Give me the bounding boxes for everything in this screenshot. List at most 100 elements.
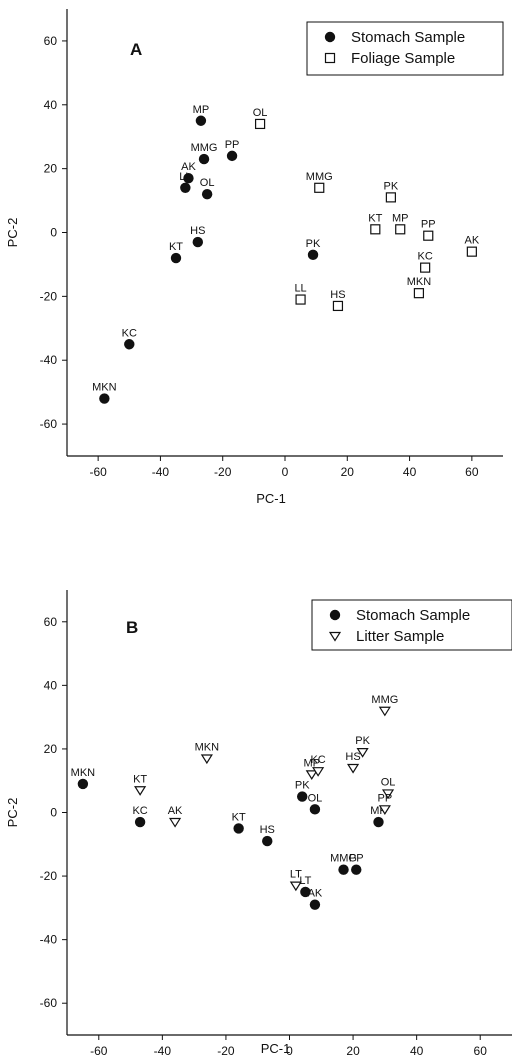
x-tick-label: 40 bbox=[410, 1044, 424, 1058]
y-tick-label: 0 bbox=[50, 226, 57, 240]
legend-marker bbox=[324, 52, 336, 64]
point-label: PP bbox=[349, 853, 364, 865]
y-tick-label: -20 bbox=[40, 289, 58, 303]
legend-box bbox=[311, 599, 512, 651]
legend-marker bbox=[329, 609, 341, 621]
point-label: HS bbox=[330, 289, 345, 301]
legend-label: Foliage Sample bbox=[351, 50, 455, 67]
point-label: OL bbox=[200, 177, 215, 189]
point-label: PK bbox=[295, 780, 310, 792]
data-point bbox=[297, 791, 308, 802]
x-tick-label: 20 bbox=[341, 465, 355, 479]
x-tick-label: -20 bbox=[214, 465, 232, 479]
data-point bbox=[370, 224, 381, 235]
x-tick-label: -40 bbox=[154, 1044, 172, 1058]
point-label: MKN bbox=[195, 741, 220, 753]
data-point bbox=[170, 252, 182, 264]
data-point bbox=[312, 767, 325, 777]
data-point bbox=[466, 246, 477, 257]
data-point bbox=[77, 778, 89, 790]
data-point bbox=[309, 804, 321, 815]
panel-letter: A bbox=[130, 40, 142, 59]
data-point bbox=[180, 182, 191, 193]
legend-box bbox=[306, 21, 504, 76]
data-point bbox=[305, 770, 318, 780]
point-label: KC bbox=[122, 327, 137, 339]
point-label: KC bbox=[132, 805, 147, 817]
data-point bbox=[233, 823, 244, 834]
point-label: PP bbox=[225, 139, 240, 151]
data-point bbox=[395, 224, 406, 235]
data-point bbox=[134, 816, 146, 828]
data-point bbox=[300, 886, 311, 898]
data-point bbox=[338, 864, 349, 875]
point-label: PP bbox=[378, 792, 393, 804]
y-axis-label: PC-2 bbox=[5, 218, 20, 248]
data-point bbox=[314, 182, 325, 193]
point-label: MP bbox=[392, 212, 409, 224]
point-label: AK bbox=[168, 805, 183, 817]
point-label: MKN bbox=[92, 382, 117, 394]
y-tick-label: -40 bbox=[40, 933, 58, 947]
x-tick-label: -40 bbox=[152, 465, 170, 479]
point-label: HS bbox=[260, 824, 275, 836]
y-tick-label: 20 bbox=[44, 162, 58, 176]
data-point bbox=[309, 899, 321, 910]
point-label: OL bbox=[308, 792, 323, 804]
data-point bbox=[262, 835, 273, 847]
data-point bbox=[295, 294, 306, 305]
point-label: AK bbox=[181, 161, 196, 173]
legend-label: Stomach Sample bbox=[356, 607, 470, 624]
data-point bbox=[385, 192, 396, 203]
data-point bbox=[420, 262, 431, 273]
data-point bbox=[134, 786, 147, 796]
data-point bbox=[200, 754, 213, 765]
data-point bbox=[423, 230, 434, 241]
data-point bbox=[226, 150, 238, 162]
y-tick-label: 60 bbox=[44, 615, 58, 629]
legend-marker bbox=[324, 31, 336, 43]
data-point bbox=[254, 118, 266, 130]
data-point bbox=[351, 864, 362, 875]
legend-label: Litter Sample bbox=[356, 628, 444, 645]
y-tick-label: -20 bbox=[40, 869, 58, 883]
point-label: AK bbox=[465, 235, 480, 247]
point-label: AK bbox=[308, 888, 323, 900]
data-point bbox=[124, 339, 135, 350]
point-label: LL bbox=[294, 283, 306, 295]
point-label: PK bbox=[306, 238, 321, 250]
point-label: MKN bbox=[71, 767, 96, 779]
point-label: LT bbox=[290, 869, 302, 881]
x-tick-label: 0 bbox=[282, 465, 289, 479]
legend-marker bbox=[328, 631, 342, 642]
x-tick-label: 60 bbox=[474, 1044, 488, 1058]
y-tick-label: -60 bbox=[40, 417, 58, 431]
point-label: KT bbox=[368, 212, 382, 224]
data-point bbox=[381, 789, 395, 800]
data-point bbox=[378, 805, 391, 815]
x-tick-label: -60 bbox=[90, 1044, 108, 1058]
y-tick-label: 40 bbox=[44, 98, 58, 112]
data-point bbox=[195, 115, 207, 126]
y-tick-label: 20 bbox=[44, 742, 58, 756]
point-label: MP bbox=[304, 757, 321, 769]
data-point bbox=[413, 288, 425, 299]
series-foliage-sample: OL MMG PK KT MP PP AK KC MKN LL HS bbox=[253, 107, 480, 312]
y-tick-label: -40 bbox=[40, 353, 58, 367]
data-point bbox=[201, 188, 213, 200]
point-label: PP bbox=[421, 219, 436, 231]
point-label: MKN bbox=[407, 276, 432, 288]
data-point bbox=[307, 249, 319, 261]
y-axis-label: PC-2 bbox=[5, 798, 20, 828]
point-label: LL bbox=[179, 171, 191, 183]
data-point bbox=[198, 153, 210, 165]
point-label: HS bbox=[190, 225, 205, 237]
data-point bbox=[289, 881, 302, 892]
data-point bbox=[378, 706, 391, 717]
data-point bbox=[356, 748, 369, 758]
x-tick-label: -20 bbox=[217, 1044, 235, 1058]
point-label: KT bbox=[232, 811, 246, 823]
